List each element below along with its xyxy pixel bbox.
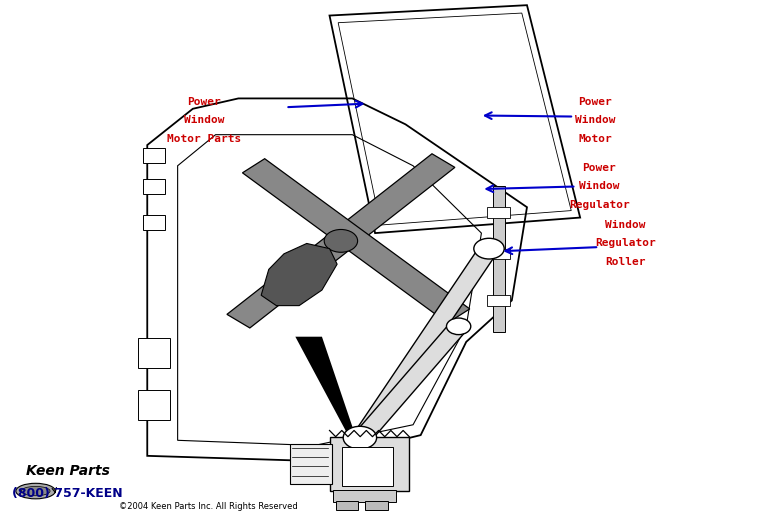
Bar <box>138 338 170 368</box>
Text: Power: Power <box>578 96 612 107</box>
Text: Roller: Roller <box>605 257 646 267</box>
Circle shape <box>324 229 357 252</box>
Bar <box>487 207 511 218</box>
Polygon shape <box>296 337 367 471</box>
Text: Window: Window <box>605 220 646 230</box>
Text: Motor Parts: Motor Parts <box>167 134 241 144</box>
Polygon shape <box>261 243 337 306</box>
Polygon shape <box>351 246 498 443</box>
Polygon shape <box>351 323 467 444</box>
Text: Regulator: Regulator <box>595 238 656 249</box>
Bar <box>487 249 511 259</box>
Bar <box>330 437 410 491</box>
Bar <box>493 186 505 332</box>
Bar <box>333 490 396 502</box>
Circle shape <box>474 238 504 259</box>
Bar <box>143 179 165 194</box>
Text: Motor: Motor <box>578 134 612 144</box>
Text: Keen Parts: Keen Parts <box>25 464 109 479</box>
Bar <box>365 501 388 510</box>
Bar <box>342 447 393 486</box>
Text: Power: Power <box>582 163 616 173</box>
Text: Power: Power <box>187 96 221 107</box>
Bar <box>143 148 165 163</box>
Bar <box>336 501 358 510</box>
Bar <box>143 215 165 230</box>
Polygon shape <box>227 154 455 328</box>
Ellipse shape <box>16 483 55 499</box>
Circle shape <box>447 318 470 335</box>
Text: (800) 757-KEEN: (800) 757-KEEN <box>12 486 123 500</box>
Text: Window: Window <box>184 115 225 125</box>
Text: ©2004 Keen Parts Inc. All Rights Reserved: ©2004 Keen Parts Inc. All Rights Reserve… <box>119 502 297 511</box>
Bar <box>487 295 511 306</box>
Bar <box>138 390 170 420</box>
Polygon shape <box>243 159 470 323</box>
Circle shape <box>343 426 377 449</box>
Text: Window: Window <box>575 115 615 125</box>
Ellipse shape <box>22 486 50 496</box>
Text: Window: Window <box>579 181 619 192</box>
Bar <box>290 444 332 484</box>
Text: Regulator: Regulator <box>569 200 630 210</box>
